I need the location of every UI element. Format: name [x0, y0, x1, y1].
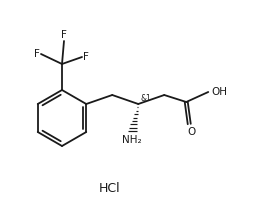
Text: &1: &1	[140, 94, 151, 104]
Text: O: O	[187, 127, 195, 137]
Text: F: F	[83, 52, 89, 62]
Text: OH: OH	[211, 87, 227, 97]
Text: NH₂: NH₂	[123, 135, 142, 145]
Text: HCl: HCl	[99, 182, 121, 194]
Text: F: F	[34, 49, 40, 59]
Text: F: F	[61, 30, 67, 40]
